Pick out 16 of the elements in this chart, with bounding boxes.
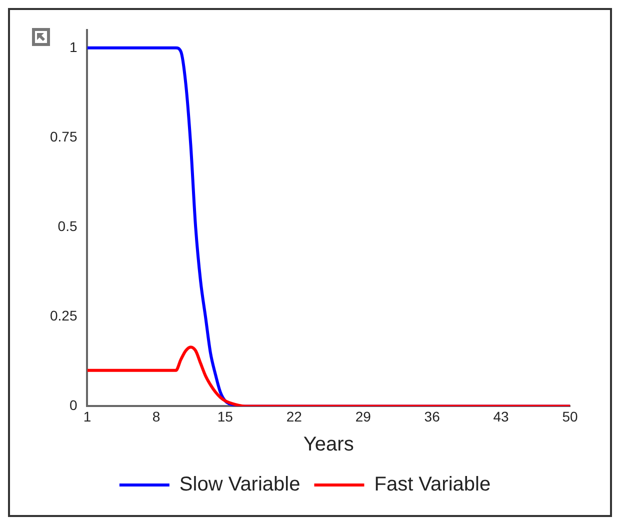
x-axis-title: Years <box>303 434 354 456</box>
x-tick-label: 1 <box>83 408 92 424</box>
legend-label: Fast Variable <box>374 474 491 496</box>
x-tick-label: 50 <box>562 408 578 424</box>
y-tick-label: 0.5 <box>58 218 78 234</box>
x-tick-label: 8 <box>152 408 160 424</box>
legend-label: Slow Variable <box>179 474 300 496</box>
y-tick-label: 0.25 <box>50 307 78 324</box>
x-tick-label: 43 <box>493 408 510 424</box>
y-tick-label: 0 <box>69 397 78 414</box>
x-tick-label: 22 <box>286 408 302 424</box>
y-tick-label: 1 <box>69 38 78 55</box>
x-tick-label: 29 <box>355 408 372 424</box>
x-tick-label: 36 <box>424 408 440 424</box>
x-tick-label: 15 <box>217 408 234 424</box>
y-tick-label: 0.75 <box>50 128 78 144</box>
